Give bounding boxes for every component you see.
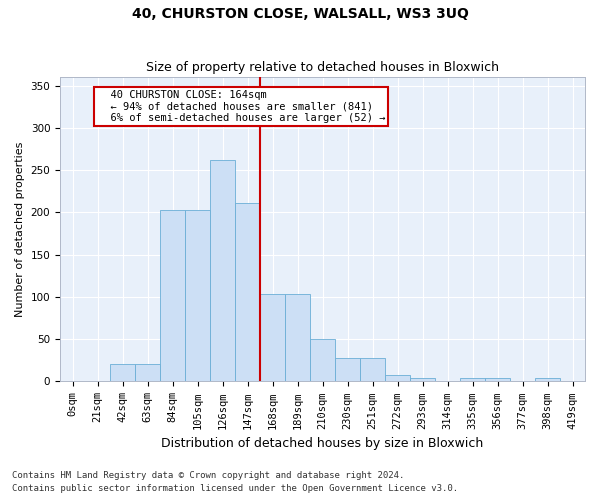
Text: 40, CHURSTON CLOSE, WALSALL, WS3 3UQ: 40, CHURSTON CLOSE, WALSALL, WS3 3UQ [131, 8, 469, 22]
Bar [185, 210, 210, 382]
Bar [160, 210, 185, 382]
Bar [435, 380, 460, 382]
Bar [360, 358, 385, 382]
X-axis label: Distribution of detached houses by size in Bloxwich: Distribution of detached houses by size … [161, 437, 484, 450]
Bar [210, 160, 235, 382]
Bar [560, 380, 585, 382]
Bar [235, 203, 260, 382]
Y-axis label: Number of detached properties: Number of detached properties [15, 142, 25, 317]
Bar [60, 380, 85, 382]
Title: Size of property relative to detached houses in Bloxwich: Size of property relative to detached ho… [146, 62, 499, 74]
Bar [460, 378, 485, 382]
Bar [260, 294, 285, 382]
Bar [410, 378, 435, 382]
Bar [510, 380, 535, 382]
Bar [385, 374, 410, 382]
Bar [135, 364, 160, 382]
Bar [335, 358, 360, 382]
Text: 40 CHURSTON CLOSE: 164sqm
  ← 94% of detached houses are smaller (841)
  6% of s: 40 CHURSTON CLOSE: 164sqm ← 94% of detac… [98, 90, 385, 123]
Text: Contains public sector information licensed under the Open Government Licence v3: Contains public sector information licen… [12, 484, 458, 493]
Bar [485, 378, 510, 382]
Bar [285, 294, 310, 382]
Text: Contains HM Land Registry data © Crown copyright and database right 2024.: Contains HM Land Registry data © Crown c… [12, 470, 404, 480]
Bar [535, 378, 560, 382]
Bar [110, 364, 135, 382]
Bar [310, 339, 335, 382]
